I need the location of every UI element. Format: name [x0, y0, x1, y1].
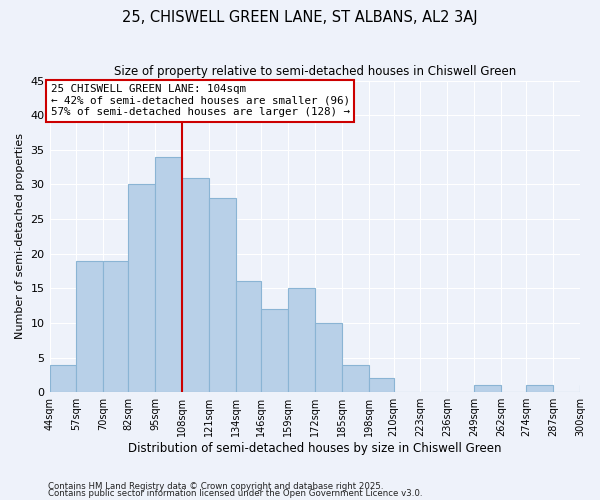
Bar: [475, 386, 501, 392]
Bar: [315, 323, 342, 392]
Bar: [155, 156, 182, 392]
Bar: [76, 260, 103, 392]
Bar: [368, 378, 394, 392]
Bar: [261, 309, 288, 392]
Text: Contains public sector information licensed under the Open Government Licence v3: Contains public sector information licen…: [48, 489, 422, 498]
Bar: [342, 364, 368, 392]
Text: 25, CHISWELL GREEN LANE, ST ALBANS, AL2 3AJ: 25, CHISWELL GREEN LANE, ST ALBANS, AL2 …: [122, 10, 478, 25]
Bar: [103, 260, 128, 392]
Text: Contains HM Land Registry data © Crown copyright and database right 2025.: Contains HM Land Registry data © Crown c…: [48, 482, 383, 491]
Text: 25 CHISWELL GREEN LANE: 104sqm
← 42% of semi-detached houses are smaller (96)
57: 25 CHISWELL GREEN LANE: 104sqm ← 42% of …: [50, 84, 350, 117]
Bar: [526, 386, 553, 392]
Bar: [50, 364, 76, 392]
X-axis label: Distribution of semi-detached houses by size in Chiswell Green: Distribution of semi-detached houses by …: [128, 442, 502, 455]
Bar: [236, 282, 261, 392]
Bar: [580, 386, 600, 392]
Y-axis label: Number of semi-detached properties: Number of semi-detached properties: [15, 134, 25, 340]
Title: Size of property relative to semi-detached houses in Chiswell Green: Size of property relative to semi-detach…: [113, 65, 516, 78]
Bar: [182, 178, 209, 392]
Bar: [209, 198, 236, 392]
Bar: [288, 288, 315, 392]
Bar: [128, 184, 155, 392]
